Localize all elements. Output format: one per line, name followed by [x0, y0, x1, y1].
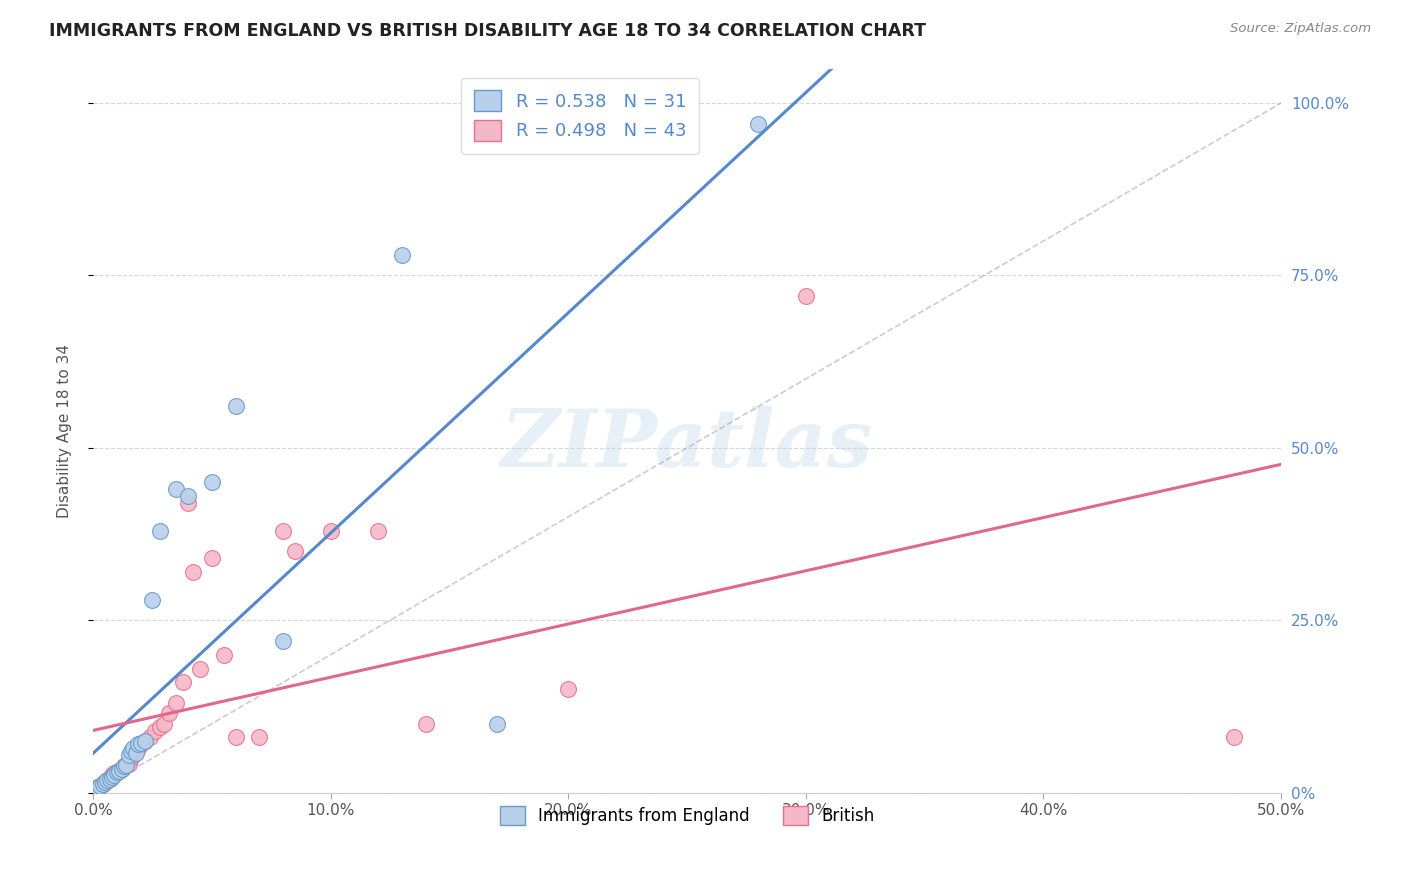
Point: [91, 777, 114, 791]
Point: [94, 775, 117, 789]
Point: [103, 766, 125, 780]
Point: [284, 544, 307, 558]
Point: [115, 758, 138, 772]
Point: [105, 764, 128, 779]
Point: [125, 744, 148, 758]
Point: [110, 762, 132, 776]
Point: [110, 762, 132, 776]
Point: [165, 696, 187, 710]
Point: [120, 744, 142, 758]
Point: [122, 740, 145, 755]
Point: [134, 734, 156, 748]
Point: [101, 771, 124, 785]
Point: [271, 524, 294, 538]
Point: [747, 117, 769, 131]
Point: [84, 782, 107, 797]
Point: [84, 782, 107, 797]
Point: [225, 400, 247, 414]
Point: [148, 720, 170, 734]
Point: [118, 756, 141, 771]
Text: ZIPatlas: ZIPatlas: [501, 407, 873, 483]
Point: [98, 772, 121, 786]
Point: [94, 775, 117, 789]
Point: [108, 764, 131, 778]
Point: [557, 682, 579, 697]
Point: [112, 759, 135, 773]
Point: [103, 768, 125, 782]
Point: [101, 768, 124, 782]
Point: [134, 734, 156, 748]
Point: [271, 634, 294, 648]
Point: [89, 779, 111, 793]
Point: [201, 475, 224, 490]
Point: [172, 675, 194, 690]
Point: [139, 731, 162, 745]
Point: [108, 764, 131, 778]
Point: [188, 661, 211, 675]
Point: [415, 716, 437, 731]
Point: [212, 648, 235, 662]
Point: [96, 773, 118, 788]
Point: [319, 524, 342, 538]
Point: [127, 740, 149, 755]
Point: [153, 716, 176, 731]
Point: [1222, 731, 1244, 745]
Point: [794, 289, 817, 303]
Text: Source: ZipAtlas.com: Source: ZipAtlas.com: [1230, 22, 1371, 36]
Point: [485, 716, 508, 731]
Point: [89, 779, 111, 793]
Y-axis label: Disability Age 18 to 34: Disability Age 18 to 34: [58, 343, 72, 517]
Point: [143, 723, 166, 738]
Point: [87, 780, 110, 794]
Point: [91, 777, 114, 791]
Point: [122, 747, 145, 762]
Point: [201, 551, 224, 566]
Point: [112, 759, 135, 773]
Point: [129, 736, 152, 750]
Point: [177, 489, 200, 503]
Point: [125, 746, 148, 760]
Point: [96, 773, 118, 788]
Text: IMMIGRANTS FROM ENGLAND VS BRITISH DISABILITY AGE 18 TO 34 CORRELATION CHART: IMMIGRANTS FROM ENGLAND VS BRITISH DISAB…: [49, 22, 927, 40]
Point: [141, 592, 163, 607]
Point: [165, 482, 187, 496]
Point: [129, 738, 152, 752]
Point: [87, 780, 110, 794]
Point: [120, 751, 142, 765]
Point: [247, 731, 270, 745]
Point: [127, 738, 149, 752]
Point: [115, 758, 138, 772]
Point: [177, 496, 200, 510]
Point: [391, 248, 413, 262]
Point: [148, 524, 170, 538]
Point: [367, 524, 389, 538]
Point: [225, 731, 247, 745]
Legend: Immigrants from England, British: Immigrants from England, British: [489, 796, 884, 835]
Point: [181, 565, 204, 579]
Point: [157, 706, 180, 721]
Point: [98, 772, 121, 786]
Point: [118, 747, 141, 762]
Point: [105, 764, 128, 779]
